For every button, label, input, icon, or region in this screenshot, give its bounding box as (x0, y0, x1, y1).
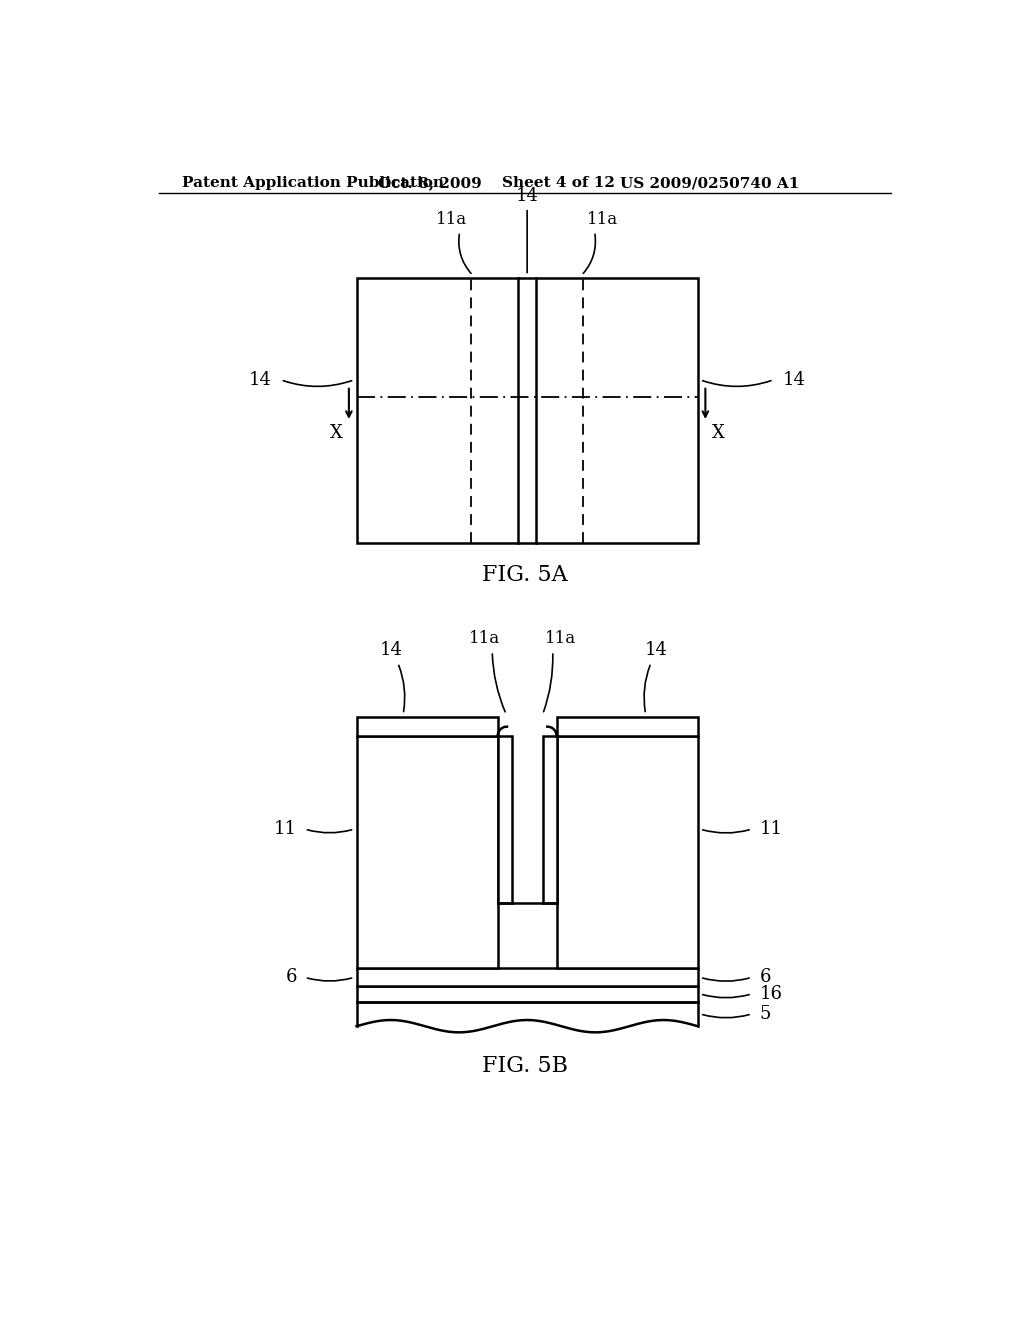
Bar (356, 737, 498, 969)
Text: 14: 14 (783, 371, 806, 389)
Bar (356, 969, 697, 986)
Bar (356, 986, 697, 1002)
Text: X: X (330, 424, 343, 442)
Text: 14: 14 (249, 371, 271, 389)
Text: 14: 14 (380, 642, 402, 659)
Text: 11: 11 (274, 820, 297, 838)
Text: 11a: 11a (545, 631, 577, 647)
Text: FIG. 5A: FIG. 5A (482, 564, 567, 586)
Text: 11: 11 (760, 820, 782, 838)
Text: 14: 14 (516, 186, 539, 205)
Text: 5: 5 (760, 1005, 771, 1023)
Text: X: X (712, 424, 724, 442)
Text: 16: 16 (760, 985, 782, 1003)
Bar (356, 717, 498, 737)
Bar (356, 277, 697, 544)
Bar (557, 737, 697, 969)
Text: US 2009/0250740 A1: US 2009/0250740 A1 (620, 176, 799, 190)
Text: FIG. 5B: FIG. 5B (482, 1056, 567, 1077)
Text: 11a: 11a (469, 631, 500, 647)
Text: Oct. 8, 2009: Oct. 8, 2009 (379, 176, 482, 190)
Text: 14: 14 (645, 642, 668, 659)
Text: 11a: 11a (436, 211, 468, 227)
Text: 6: 6 (760, 969, 771, 986)
Text: 6: 6 (286, 969, 297, 986)
Text: Sheet 4 of 12: Sheet 4 of 12 (502, 176, 614, 190)
Bar (498, 737, 512, 903)
Bar (543, 737, 557, 903)
Text: Patent Application Publication: Patent Application Publication (182, 176, 444, 190)
Text: 11a: 11a (587, 211, 617, 227)
Bar (557, 717, 697, 737)
